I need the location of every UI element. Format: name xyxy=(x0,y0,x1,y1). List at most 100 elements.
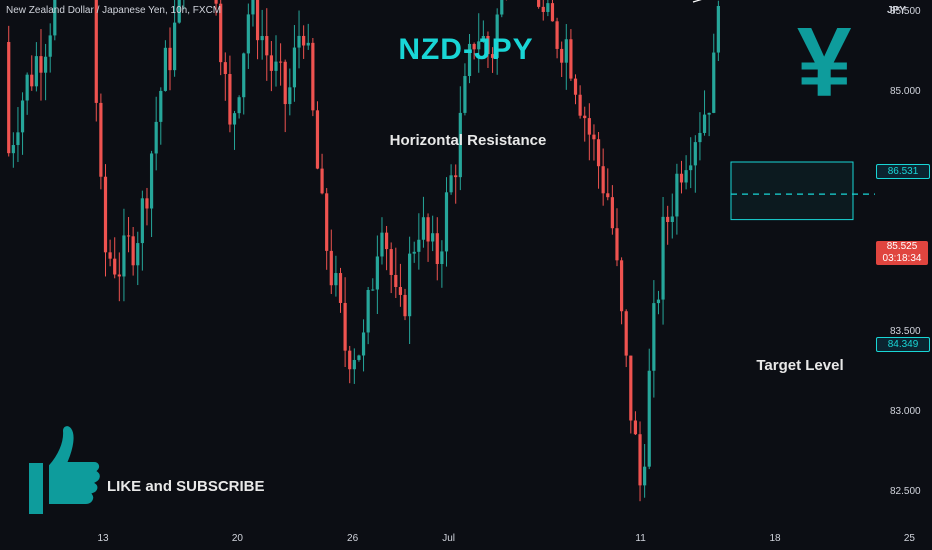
zones xyxy=(730,161,875,221)
candle-body xyxy=(43,56,48,73)
candle-body xyxy=(242,53,246,98)
candle-body xyxy=(684,170,688,183)
candle-body xyxy=(587,118,591,135)
x-tick-label: 11 xyxy=(635,533,646,544)
candle-body xyxy=(237,97,241,114)
candle-body xyxy=(292,47,297,88)
y-tick-label: 83.000 xyxy=(890,406,921,417)
candle-body xyxy=(39,56,43,73)
candle-body xyxy=(311,42,315,111)
time-axis: 132026Jul111825Aug81522 xyxy=(97,533,916,544)
candle-body xyxy=(25,74,29,101)
chart-title: NZD-JPY xyxy=(398,33,534,66)
candle-body xyxy=(569,39,573,79)
candle-body xyxy=(154,121,158,154)
target-label: Target Level xyxy=(756,357,844,374)
candle-body xyxy=(546,3,550,12)
candle-body xyxy=(679,173,684,183)
candle-body xyxy=(99,102,103,177)
candle-body xyxy=(366,289,370,333)
candle-body xyxy=(228,74,232,125)
candle-body xyxy=(371,289,375,291)
resistance-price-tag: 86.531 xyxy=(876,164,930,179)
candle-body xyxy=(449,175,453,193)
y-tick-label: 82.500 xyxy=(890,486,921,497)
candle-body xyxy=(255,0,260,41)
candle-body xyxy=(168,47,172,71)
candle-body xyxy=(30,74,34,87)
candle-body xyxy=(329,250,333,286)
candle-body xyxy=(398,287,403,295)
last-price-tag: 85.525 03:18:34 xyxy=(876,241,928,265)
candle-body xyxy=(375,256,379,290)
candle-body xyxy=(698,132,702,143)
candle-body xyxy=(251,0,255,15)
candle-body xyxy=(656,299,661,304)
candle-body xyxy=(629,355,633,421)
candle-body xyxy=(352,359,356,370)
candle-body xyxy=(16,132,20,146)
candle-body xyxy=(408,253,412,317)
candle-body xyxy=(380,232,384,257)
candle-body xyxy=(122,235,126,277)
candle-body xyxy=(279,61,283,63)
candle-body xyxy=(583,115,587,119)
candle-body xyxy=(712,52,716,113)
candle-body xyxy=(269,55,273,71)
x-tick-label: 25 xyxy=(904,533,916,544)
candle-body xyxy=(675,173,679,217)
candle-body xyxy=(103,176,108,253)
candle-body xyxy=(702,114,707,133)
candle-body xyxy=(615,228,619,261)
candle-body xyxy=(11,145,15,154)
x-tick-label: 26 xyxy=(347,533,359,544)
candle-body xyxy=(624,311,628,356)
candle-body xyxy=(283,61,287,105)
candle-body xyxy=(647,370,651,467)
candle-body xyxy=(94,0,98,103)
candle-body xyxy=(606,193,610,198)
candle-body xyxy=(334,273,338,286)
candle-body xyxy=(274,61,278,71)
candle-body xyxy=(458,112,462,178)
y-tick-label: 83.500 xyxy=(890,326,921,337)
candle-body xyxy=(149,153,154,209)
bar-countdown: 03:18:34 xyxy=(882,253,922,264)
candle-body xyxy=(670,216,674,223)
y-tick-label: 85.500 xyxy=(890,6,921,17)
candle-body xyxy=(472,43,476,50)
candle-body xyxy=(126,235,131,237)
candle-body xyxy=(246,14,250,54)
candle-body xyxy=(592,134,596,140)
y-tick-label: 85.000 xyxy=(890,86,921,97)
candle-body xyxy=(610,197,614,229)
candle-body xyxy=(320,168,324,194)
candle-body xyxy=(596,139,601,167)
candle-body xyxy=(325,193,329,251)
candle-body xyxy=(652,303,656,371)
candle-body xyxy=(619,260,624,312)
candle-body xyxy=(444,192,449,252)
candle-body xyxy=(131,236,135,266)
candle-body xyxy=(426,217,430,242)
candle-body xyxy=(495,14,499,58)
symbol-info: New Zealand Dollar / Japanese Yen, 10h, … xyxy=(6,5,222,16)
candle-body xyxy=(421,217,426,240)
candle-body xyxy=(643,466,647,486)
candle-body xyxy=(297,35,301,48)
candle-body xyxy=(136,243,140,266)
candle-body xyxy=(689,165,693,171)
candle-body xyxy=(638,434,642,486)
candle-body xyxy=(288,87,292,105)
candle-body xyxy=(454,175,458,178)
candle-body xyxy=(302,35,306,46)
candle-body xyxy=(394,274,398,288)
candle-body xyxy=(306,42,310,46)
candle-body xyxy=(560,48,564,63)
candle-body xyxy=(573,78,578,95)
candle-body xyxy=(537,0,541,7)
candle-body xyxy=(693,142,697,166)
candle-body xyxy=(53,0,57,36)
candle-body xyxy=(343,302,347,351)
